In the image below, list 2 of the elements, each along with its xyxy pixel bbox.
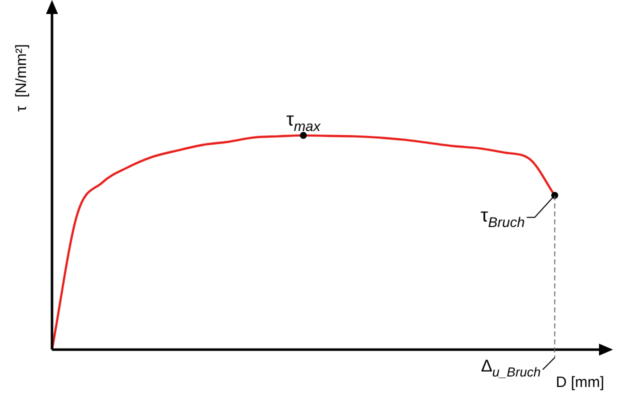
y-axis-title: τ [N/mm²] <box>13 44 30 112</box>
x-axis-title: D [mm] <box>556 374 604 392</box>
